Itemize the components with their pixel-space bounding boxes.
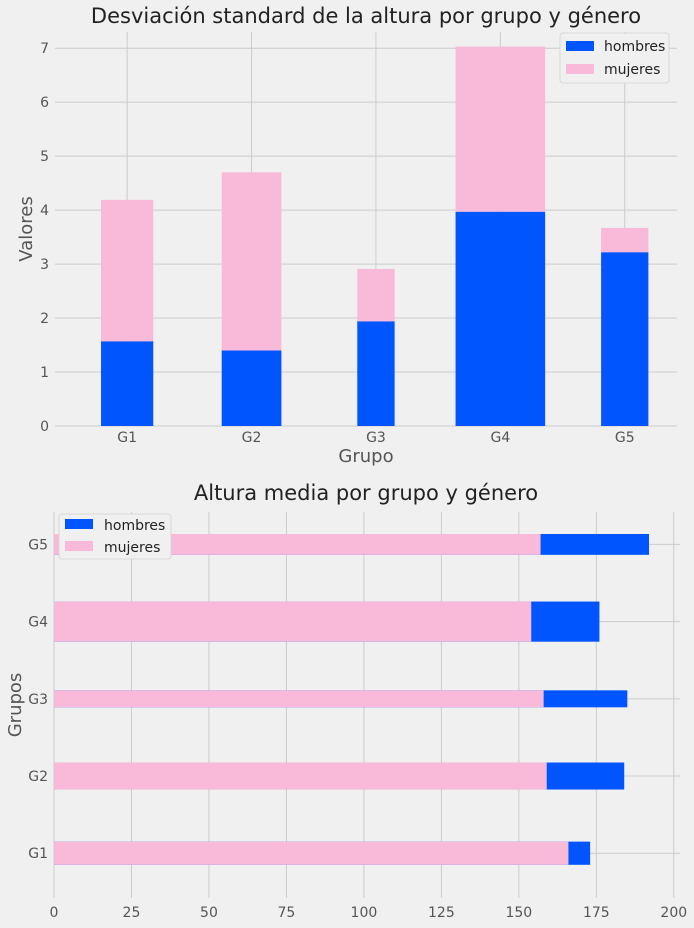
chart1-legend-swatch-hombres <box>566 41 594 51</box>
chart2-xtick-label: 200 <box>660 905 687 921</box>
chart1-xtick-label: G2 <box>242 430 262 446</box>
chart2-ytick-label: G3 <box>28 692 48 708</box>
chart2-xtick-label: 175 <box>583 905 610 921</box>
chart1-ytick-label: 4 <box>40 203 49 219</box>
chart2-ytick-label: G1 <box>28 846 48 862</box>
chart1-ylabel: Valores <box>16 196 37 261</box>
chart1-ytick-label: 1 <box>40 365 49 381</box>
chart1-legend-label-hombres: hombres <box>604 39 665 55</box>
chart1-xtick-label: G5 <box>615 430 635 446</box>
chart1-bar-mujeres-G3 <box>357 268 395 322</box>
chart1-xtick-label: G3 <box>366 430 386 446</box>
chart2-xtick-label: 50 <box>200 905 218 921</box>
chart2-bars <box>54 534 650 865</box>
chart2-ticks: 0 25 50 75 100 125 150 175 200 G1 G2 G3 G4 G5 <box>28 537 687 921</box>
chart2-legend: hombres mujeres <box>58 513 172 560</box>
chart1-ticks: 0 1 2 3 4 5 6 7 G1 G2 G3 G4 G5 <box>40 41 635 446</box>
chart2-xtick-label: 0 <box>50 905 59 921</box>
chart1-xlabel: Grupo <box>338 446 393 467</box>
chart1-bars <box>101 46 649 426</box>
chart1-bar-mujeres-G1 <box>101 199 154 342</box>
chart1-bar-hombres-G3 <box>357 321 395 426</box>
chart-std-height: Desviación standard de la altura por gru… <box>16 4 677 467</box>
chart1-bar-mujeres-G2 <box>221 172 282 351</box>
chart2-xtick-label: 100 <box>351 905 378 921</box>
chart2-ylabel: Grupos <box>5 673 26 738</box>
chart2-legend-swatch-hombres <box>65 519 93 529</box>
chart1-legend: hombres mujeres <box>559 32 670 84</box>
chart2-title: Altura media por grupo y género <box>194 481 538 505</box>
chart2-xtick-label: 75 <box>278 905 296 921</box>
chart2-ytick-label: G5 <box>28 537 48 553</box>
chart2-ytick-label: G4 <box>28 615 48 631</box>
chart1-bar-hombres-G2 <box>221 350 282 426</box>
chart2-bar-mujeres-G1 <box>54 841 569 865</box>
chart2-bar-mujeres-G3 <box>54 690 544 708</box>
chart2-legend-label-hombres: hombres <box>104 518 165 534</box>
chart1-legend-swatch-mujeres <box>566 64 594 74</box>
chart1-xtick-label: G4 <box>490 430 510 446</box>
chart1-ytick-label: 5 <box>40 149 49 165</box>
chart1-xtick-label: G1 <box>117 430 137 446</box>
chart2-bar-mujeres-G5 <box>54 534 541 555</box>
chart2-ytick-label: G2 <box>28 769 48 785</box>
chart1-legend-label-mujeres: mujeres <box>604 62 660 78</box>
chart2-bar-mujeres-G4 <box>54 601 532 642</box>
chart2-xtick-label: 150 <box>505 905 532 921</box>
chart1-ytick-label: 3 <box>40 257 49 273</box>
chart1-title: Desviación standard de la altura por gru… <box>91 4 641 28</box>
chart1-bar-mujeres-G4 <box>455 46 546 212</box>
chart1-ytick-label: 6 <box>40 95 49 111</box>
chart2-xtick-label: 125 <box>428 905 455 921</box>
chart2-legend-swatch-mujeres <box>65 541 93 551</box>
chart1-bar-hombres-G5 <box>601 252 649 426</box>
chart1-bar-mujeres-G5 <box>601 227 649 253</box>
chart2-xtick-label: 25 <box>123 905 141 921</box>
chart1-ytick-label: 7 <box>40 41 49 57</box>
chart1-bar-hombres-G1 <box>101 341 154 426</box>
chart2-legend-label-mujeres: mujeres <box>104 540 160 556</box>
chart1-bar-hombres-G4 <box>455 211 546 426</box>
chart-mean-height: Altura media por grupo y género Grupos 0… <box>5 481 687 921</box>
chart1-ytick-label: 0 <box>40 419 49 435</box>
chart2-bar-mujeres-G2 <box>54 762 547 790</box>
chart1-ytick-label: 2 <box>40 311 49 327</box>
